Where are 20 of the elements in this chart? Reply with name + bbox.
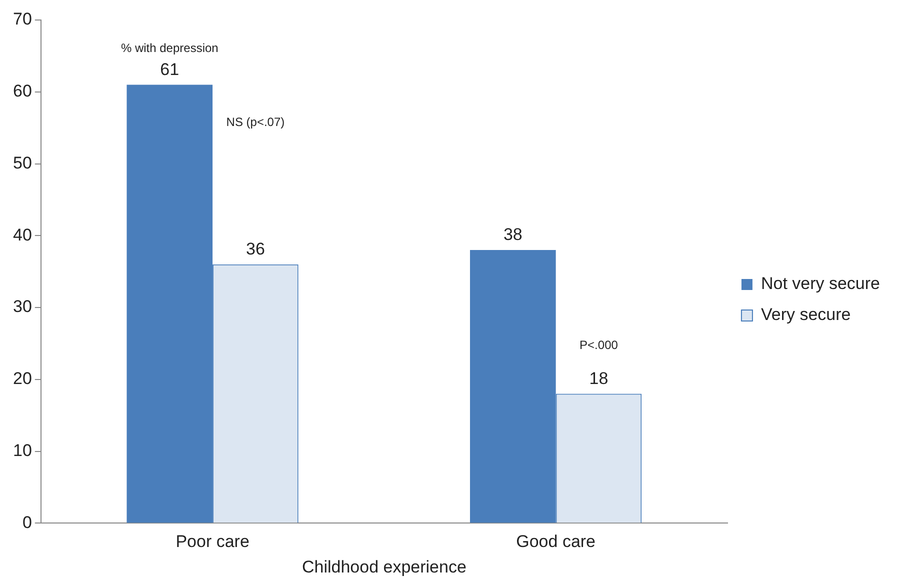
legend-label: Not very secure [760, 274, 880, 294]
data-label: 38 [503, 225, 522, 244]
x-tick-label: Good care [516, 532, 596, 552]
y-tick-label: 0 [22, 512, 32, 532]
y-tick-label: 20 [12, 369, 32, 388]
annotation: % with depression [120, 41, 218, 56]
x-axis-title: Childhood experience [302, 557, 466, 576]
y-tick-label: 30 [12, 297, 32, 316]
y-tick-label: 60 [12, 82, 32, 101]
data-label: 36 [246, 240, 265, 259]
y-tick-label: 40 [12, 225, 32, 244]
x-tick-label: Poor care [176, 532, 250, 552]
data-label: 61 [160, 60, 180, 79]
data-label: 18 [589, 368, 608, 388]
y-tick-label: 70 [12, 10, 32, 29]
annotation: P<.000 [580, 338, 618, 352]
legend-label: Very secure [760, 305, 851, 324]
y-tick-label: 10 [12, 441, 32, 460]
annotation: NS (p<.07) [226, 115, 285, 130]
y-tick-label: 50 [12, 153, 32, 172]
